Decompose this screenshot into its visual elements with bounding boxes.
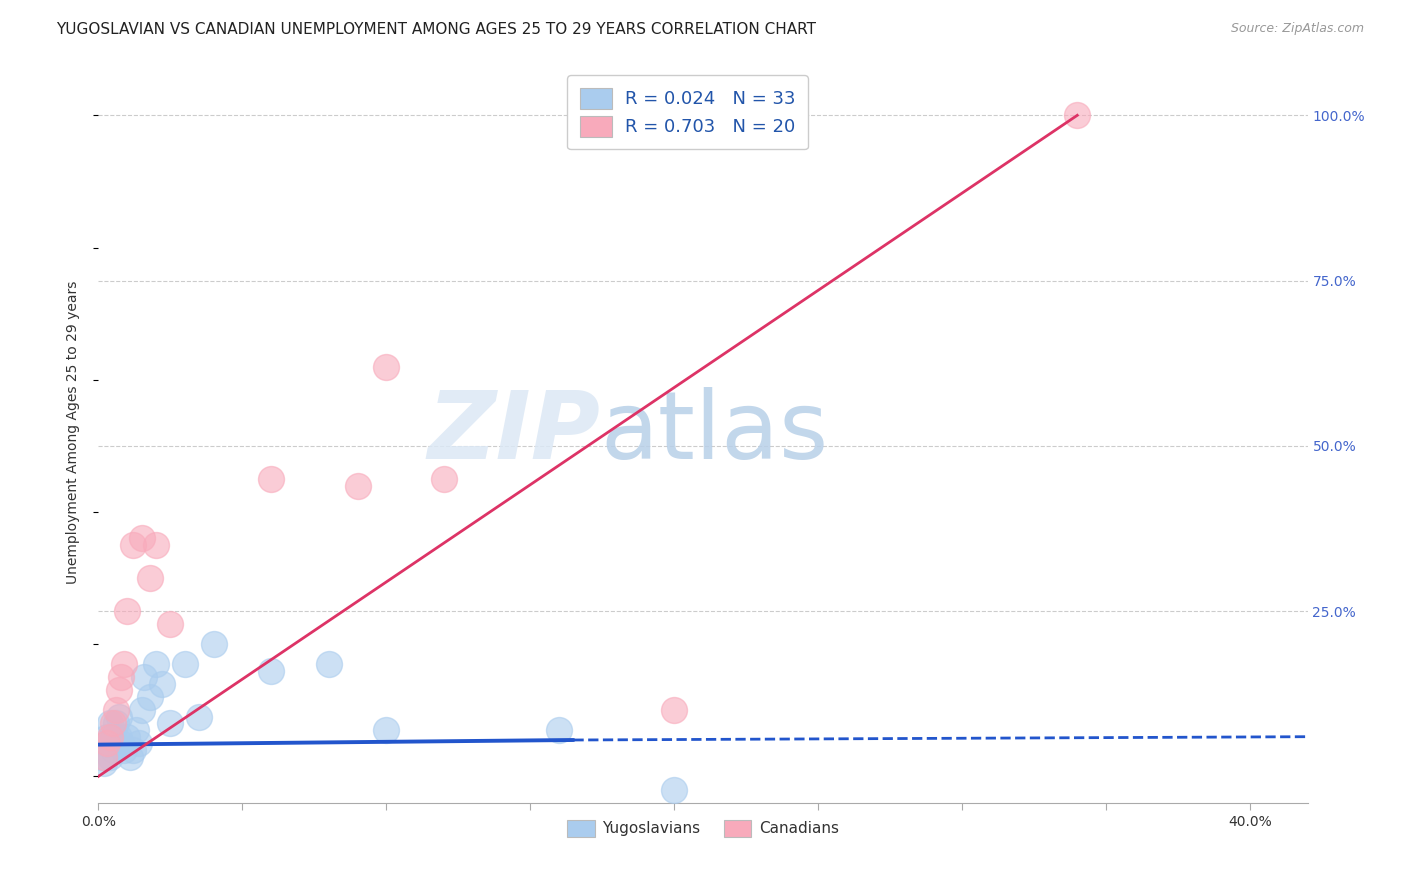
Point (318, 657, 340, 671)
Point (433, 472, 456, 486)
Point (139, 690, 162, 704)
Point (104, 716, 127, 731)
Point (260, 664, 283, 678)
Text: YUGOSLAVIAN VS CANADIAN UNEMPLOYMENT AMONG AGES 25 TO 29 YEARS CORRELATION CHART: YUGOSLAVIAN VS CANADIAN UNEMPLOYMENT AMO… (56, 22, 817, 37)
Point (664, 782, 686, 797)
Text: Source: ZipAtlas.com: Source: ZipAtlas.com (1230, 22, 1364, 36)
Point (98, 730, 121, 744)
Text: atlas: atlas (600, 386, 828, 479)
Point (110, 736, 132, 750)
Point (93, 749, 115, 764)
Point (122, 743, 145, 757)
Point (131, 532, 153, 546)
Point (260, 472, 283, 486)
Point (98, 749, 121, 764)
Point (101, 716, 124, 731)
Point (110, 670, 132, 684)
Point (131, 703, 153, 717)
Point (101, 743, 124, 757)
Point (139, 571, 162, 585)
Point (548, 723, 571, 737)
Point (122, 538, 145, 552)
Point (150, 677, 173, 691)
Point (107, 710, 129, 724)
Point (120, 749, 142, 764)
Point (202, 637, 225, 651)
Point (115, 730, 138, 744)
Point (375, 723, 398, 737)
Legend: Yugoslavians, Canadians: Yugoslavians, Canadians (561, 814, 845, 843)
Point (98, 716, 121, 731)
Point (96, 736, 118, 750)
Point (375, 359, 398, 374)
Point (1066, 108, 1088, 122)
Point (104, 736, 127, 750)
Point (159, 617, 181, 632)
Point (173, 657, 195, 671)
Point (346, 478, 368, 492)
Point (664, 703, 686, 717)
Point (112, 657, 135, 671)
Point (101, 730, 124, 744)
Point (125, 723, 148, 737)
Text: ZIP: ZIP (427, 386, 600, 479)
Point (93, 756, 115, 771)
Point (112, 743, 135, 757)
Point (107, 683, 129, 698)
Point (107, 730, 129, 744)
Point (145, 538, 167, 552)
Point (96, 730, 118, 744)
Point (145, 657, 167, 671)
Point (134, 670, 156, 684)
Point (159, 716, 181, 731)
Point (188, 710, 211, 724)
Point (90, 749, 112, 764)
Y-axis label: Unemployment Among Ages 25 to 29 years: Unemployment Among Ages 25 to 29 years (66, 281, 80, 584)
Point (128, 736, 150, 750)
Point (104, 703, 127, 717)
Point (115, 604, 138, 618)
Point (96, 736, 118, 750)
